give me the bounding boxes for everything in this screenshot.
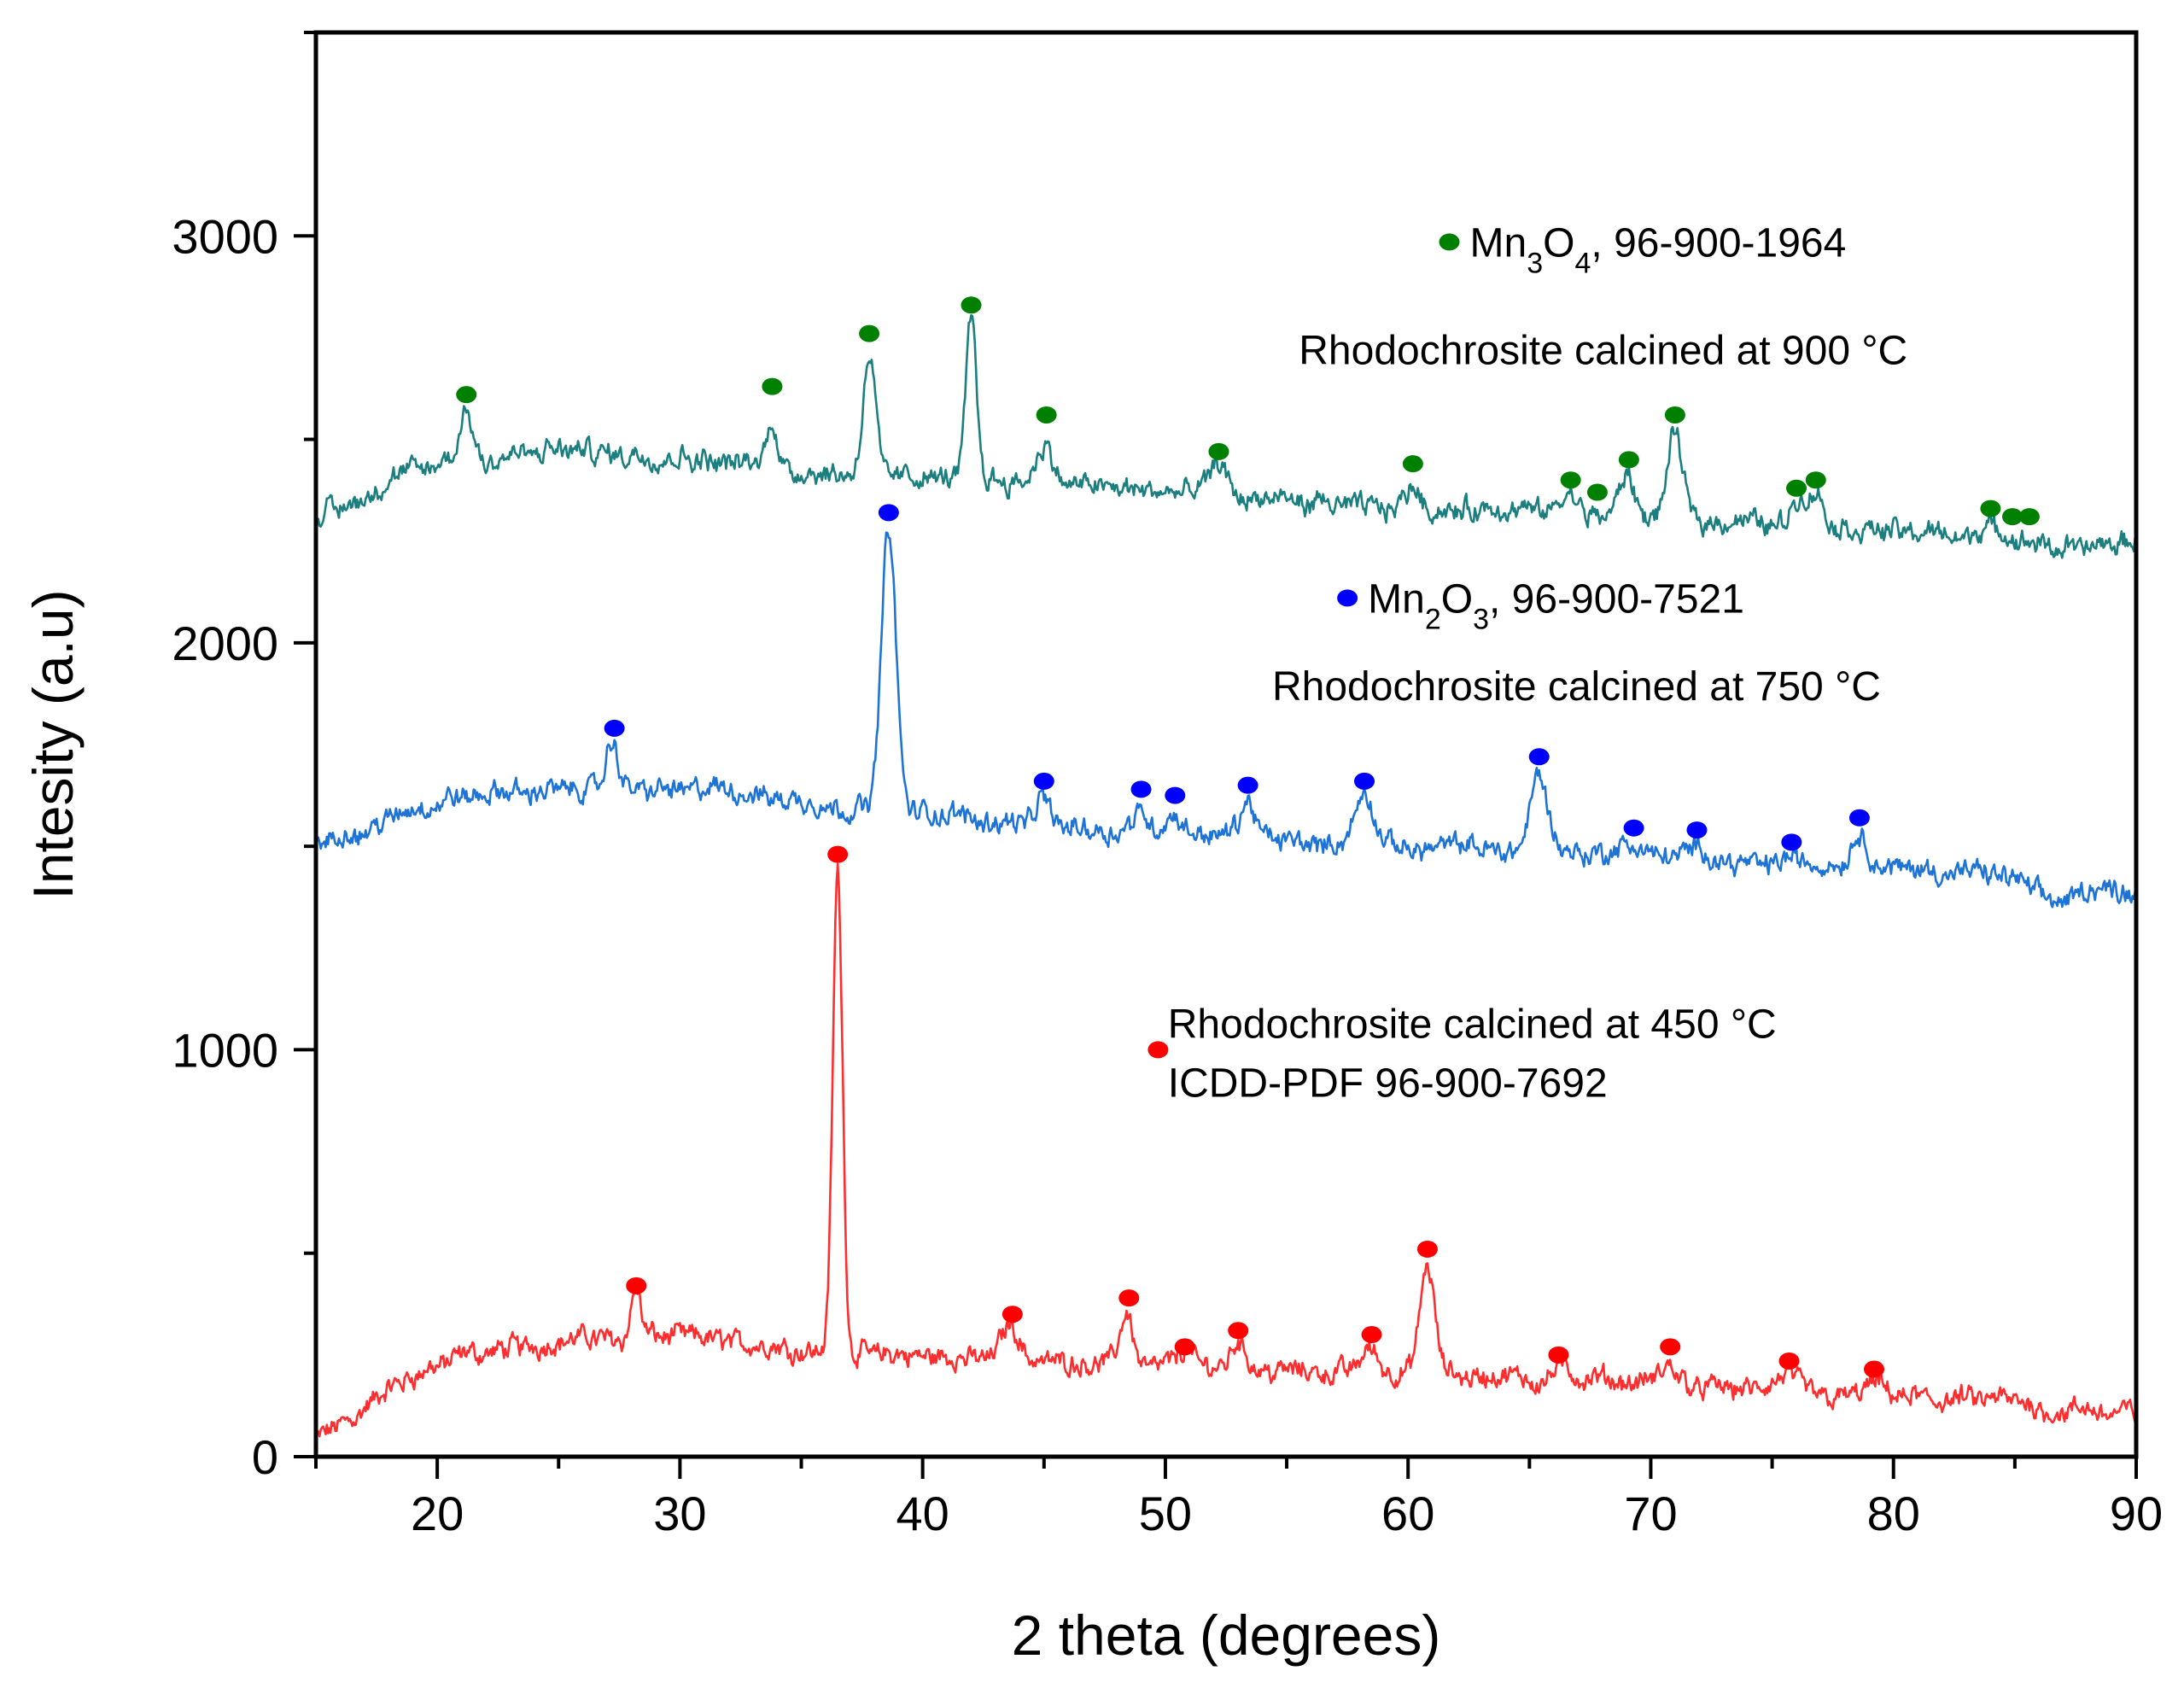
- phase-label-part: O: [1543, 220, 1574, 266]
- peak-marker-1: [878, 504, 899, 522]
- x-tick-label: 70: [1624, 1487, 1677, 1540]
- series-layer: [314, 313, 2138, 1440]
- series-label-s750: Rhodochrosite calcined at 750 °C: [1272, 664, 1881, 710]
- phase-label-part: , 96-900-7521: [1489, 576, 1744, 622]
- phase-label-part: O: [1441, 576, 1473, 622]
- x-tick-label: 80: [1867, 1487, 1920, 1540]
- phase-label-part: Mn: [1368, 576, 1425, 622]
- peak-marker-0: [1778, 1353, 1800, 1370]
- peak-marker-0: [1548, 1346, 1569, 1364]
- peak-marker-1: [1781, 833, 1802, 851]
- tick-layer: 20 30 40 50 60 70 80 90 0 1000 2000 3000: [172, 31, 2163, 1540]
- peak-marker-2: [1980, 500, 2001, 517]
- x-tick-label: 90: [2110, 1487, 2163, 1540]
- phase-label-s900: Mn3O4, 96-900-1964: [1470, 220, 1847, 279]
- series-label-s450: Rhodochrosite calcined at 450 °C: [1168, 1002, 1777, 1047]
- series-line-2: [314, 313, 2138, 559]
- x-tick-label: 40: [896, 1487, 949, 1540]
- series-line-0: [314, 862, 2137, 1440]
- peak-marker-1: [1354, 772, 1375, 790]
- peak-marker-0: [626, 1277, 647, 1294]
- series-label-s900: Rhodochrosite calcined at 900 °C: [1299, 329, 1907, 374]
- phase-label-part: Mn: [1470, 220, 1527, 266]
- legend-marker-s900: [1439, 233, 1460, 251]
- peak-marker-0: [1863, 1360, 1884, 1378]
- legend-marker-s750: [1337, 589, 1358, 607]
- peak-marker-0: [1416, 1240, 1438, 1258]
- phase-label-part: 4: [1574, 247, 1591, 279]
- y-tick-label: 2000: [172, 616, 278, 670]
- peak-marker-2: [2018, 508, 2040, 526]
- peak-marker-1: [1033, 772, 1054, 790]
- x-tick-label: 60: [1381, 1487, 1434, 1540]
- x-tick-label: 30: [653, 1487, 706, 1540]
- marker-layer: [456, 296, 2040, 1378]
- x-tick-label: 20: [411, 1487, 464, 1540]
- phase-label-part: 3: [1473, 603, 1489, 635]
- legend-marker-s450: [1147, 1041, 1169, 1059]
- peak-marker-2: [2002, 508, 2023, 526]
- peak-marker-1: [1130, 780, 1152, 798]
- peak-marker-2: [762, 377, 783, 395]
- phase-label-part: 3: [1527, 247, 1543, 279]
- peak-marker-1: [1528, 748, 1550, 766]
- y-axis-title: Intesity (a.u): [21, 589, 85, 899]
- phase-label-part: , 96-900-1964: [1591, 220, 1846, 266]
- phase-label-s750: Mn2O3, 96-900-7521: [1368, 576, 1744, 635]
- peak-marker-1: [1165, 786, 1186, 804]
- peak-marker-1: [1623, 819, 1644, 837]
- peak-marker-2: [1208, 442, 1229, 460]
- x-axis-title: 2 theta (degrees): [1012, 1604, 1441, 1667]
- peak-marker-2: [1805, 471, 1826, 489]
- peak-marker-2: [961, 296, 982, 314]
- peak-marker-0: [1174, 1338, 1195, 1356]
- peak-marker-2: [1560, 471, 1581, 489]
- peak-marker-0: [1118, 1289, 1140, 1307]
- peak-marker-2: [1036, 406, 1057, 424]
- y-tick-label: 1000: [172, 1023, 278, 1077]
- peak-marker-0: [1001, 1306, 1023, 1323]
- peak-marker-2: [456, 386, 477, 404]
- y-tick-label: 3000: [172, 209, 278, 263]
- peak-marker-0: [1361, 1326, 1382, 1344]
- reference-label-s450: ICDD-PDF 96-900-7692: [1168, 1061, 1608, 1107]
- peak-marker-0: [1228, 1322, 1249, 1340]
- peak-marker-1: [1848, 809, 1870, 827]
- phase-label-part: 2: [1425, 603, 1441, 635]
- peak-marker-2: [859, 324, 880, 342]
- y-tick-label: 0: [252, 1430, 278, 1484]
- peak-marker-2: [1402, 455, 1423, 473]
- peak-marker-1: [1686, 821, 1708, 839]
- peak-marker-2: [1618, 451, 1639, 469]
- series-line-1: [314, 531, 2138, 909]
- peak-marker-2: [1586, 483, 1608, 501]
- peak-marker-0: [827, 845, 849, 863]
- peak-marker-1: [1237, 776, 1258, 794]
- peak-marker-1: [604, 719, 625, 737]
- x-tick-label: 50: [1139, 1487, 1192, 1540]
- peak-marker-2: [1664, 406, 1685, 424]
- plot-frame: [313, 30, 2139, 1459]
- peak-marker-0: [1660, 1338, 1681, 1356]
- peak-marker-2: [1786, 479, 1807, 497]
